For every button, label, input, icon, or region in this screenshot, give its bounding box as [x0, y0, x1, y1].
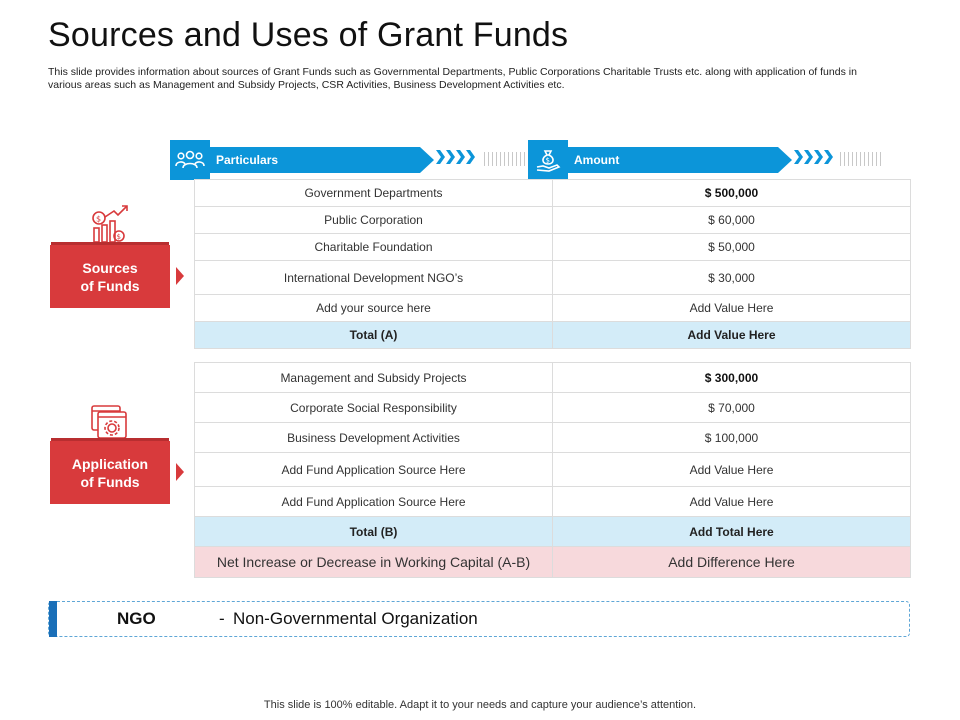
browser-gear-icon [88, 402, 134, 444]
applications-table: Management and Subsidy Projects $ 300,000… [194, 362, 911, 578]
amount-cell: $ 500,000 [552, 179, 911, 207]
note-separator: - [219, 609, 225, 628]
note-term: NGO [117, 609, 156, 628]
money-growth-chart-icon: $ $ [88, 203, 134, 245]
note-definition: Non-Governmental Organization [233, 609, 478, 628]
applications-label-text: Application of Funds [71, 455, 149, 490]
particular-cell: Add Fund Application Source Here [194, 486, 553, 517]
page-title: Sources and Uses of Grant Funds [48, 16, 569, 54]
people-group-icon [170, 140, 210, 180]
table-row: Public Corporation $ 60,000 [194, 206, 911, 234]
particular-cell: International Development NGO’s [194, 260, 553, 295]
table-row: Corporate Social Responsibility $ 70,000 [194, 392, 911, 423]
particular-cell: Total (B) [194, 516, 553, 547]
particulars-header: Particulars [210, 147, 434, 173]
particular-cell: Corporate Social Responsibility [194, 392, 553, 423]
chevron-arrows-icon [794, 150, 833, 164]
tick-divider [484, 152, 525, 166]
amount-cell: $ 300,000 [552, 362, 911, 393]
particular-cell: Charitable Foundation [194, 233, 553, 261]
table-row: Add your source here Add Value Here [194, 294, 911, 322]
amount-cell: Add Value Here [552, 321, 911, 349]
sources-label-text: Sources of Funds [80, 259, 140, 294]
applications-arrow [176, 463, 184, 481]
amount-cell: $ 100,000 [552, 422, 911, 453]
amount-cell: Add Value Here [552, 486, 911, 517]
footer-text: This slide is 100% editable. Adapt it to… [263, 699, 697, 711]
amount-cell: Add Value Here [552, 452, 911, 487]
particular-cell: Public Corporation [194, 206, 553, 234]
particular-cell: Government Departments [194, 179, 553, 207]
amount-cell: $ 60,000 [552, 206, 911, 234]
particular-cell: Management and Subsidy Projects [194, 362, 553, 393]
amount-cell: $ 70,000 [552, 392, 911, 423]
svg-text:$: $ [117, 233, 121, 241]
particular-cell: Add Fund Application Source Here [194, 452, 553, 487]
amount-header: Amount [568, 147, 792, 173]
table-row: Total (B) Add Total Here [194, 516, 911, 547]
amount-cell: Add Value Here [552, 294, 911, 322]
table-row: Net Increase or Decrease in Working Capi… [194, 546, 911, 578]
page-subtitle: This slide provides information about so… [48, 66, 857, 91]
table-row: Government Departments $ 500,000 [194, 179, 911, 207]
particular-cell: Net Increase or Decrease in Working Capi… [194, 546, 553, 578]
ngo-note-box: NGO - Non-Governmental Organization [48, 601, 910, 637]
table-row: Management and Subsidy Projects $ 300,000 [194, 362, 911, 393]
amount-cell: Add Total Here [552, 516, 911, 547]
table-row: Add Fund Application Source Here Add Valu… [194, 452, 911, 487]
application-of-funds-label: Application of Funds [50, 441, 170, 504]
sources-arrow [176, 267, 184, 285]
particular-cell: Business Development Activities [194, 422, 553, 453]
amount-cell: $ 50,000 [552, 233, 911, 261]
money-bag-hand-icon: $ [528, 140, 568, 180]
sources-table: Government Departments $ 500,000 Public Co… [194, 179, 911, 349]
table-row: Business Development Activities $ 100,000 [194, 422, 911, 453]
svg-text:$: $ [96, 215, 101, 224]
table-row: Charitable Foundation $ 50,000 [194, 233, 911, 261]
chevron-arrows-icon [436, 150, 475, 164]
table-row: Total (A) Add Value Here [194, 321, 911, 349]
tick-divider [840, 152, 881, 166]
svg-text:$: $ [546, 157, 550, 165]
sources-of-funds-label: Sources of Funds [50, 245, 170, 308]
particular-cell: Add your source here [194, 294, 553, 322]
amount-cell: Add Difference Here [552, 546, 911, 578]
table-row: International Development NGO’s $ 30,000 [194, 260, 911, 295]
amount-cell: $ 30,000 [552, 260, 911, 295]
table-row: Add Fund Application Source Here Add Valu… [194, 486, 911, 517]
particular-cell: Total (A) [194, 321, 553, 349]
note-accent-bar [49, 601, 57, 637]
